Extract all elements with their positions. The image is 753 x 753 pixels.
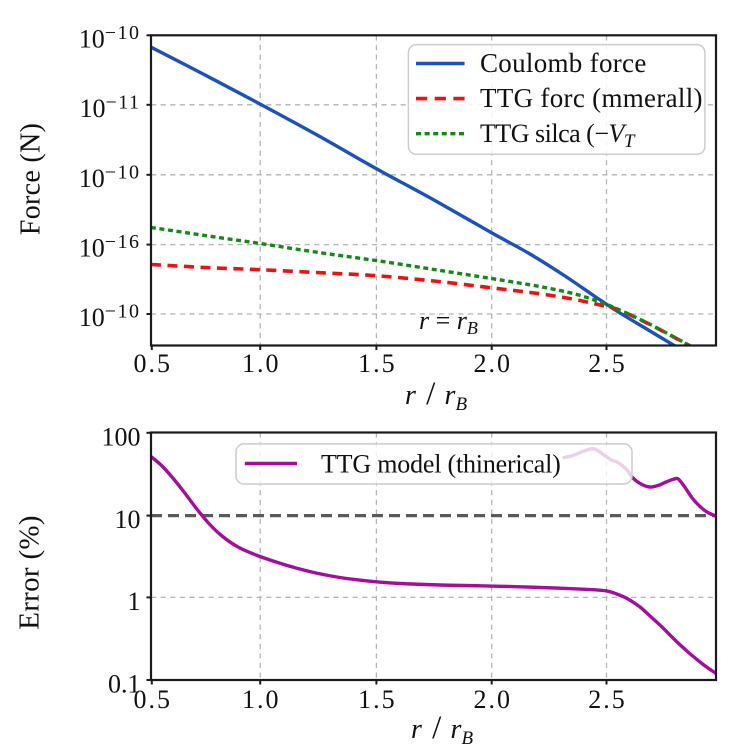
svg-text:1.5: 1.5 [358, 685, 397, 714]
svg-text:TTG model (thinerical): TTG model (thinerical) [321, 450, 561, 479]
svg-text:1.0: 1.0 [242, 349, 281, 378]
svg-text:Coulomb force: Coulomb force [480, 48, 647, 78]
svg-text:Force (N): Force (N) [16, 123, 47, 235]
svg-text:10−10: 10−10 [79, 301, 141, 333]
svg-text:r / rB: r / rB [405, 376, 467, 415]
svg-text:10−11: 10−11 [79, 91, 140, 123]
svg-text:1.0: 1.0 [242, 685, 281, 714]
svg-text:r = rB: r = rB [419, 306, 478, 338]
svg-text:0.5: 0.5 [134, 349, 173, 378]
svg-text:2.5: 2.5 [588, 349, 627, 378]
svg-text:100: 100 [102, 422, 141, 451]
svg-text:Error (%): Error (%) [14, 515, 46, 630]
svg-text:10: 10 [115, 505, 141, 534]
svg-text:2.0: 2.0 [473, 349, 512, 378]
svg-text:2.0: 2.0 [473, 685, 512, 714]
svg-text:0.1: 0.1 [108, 670, 141, 699]
svg-text:TTG forc (mmerall): TTG forc (mmerall) [480, 83, 703, 113]
svg-text:1: 1 [128, 587, 141, 616]
svg-text:1.5: 1.5 [358, 349, 397, 378]
svg-text:10−10: 10−10 [79, 22, 141, 54]
svg-text:10−16: 10−16 [79, 231, 141, 263]
svg-text:0.5: 0.5 [134, 685, 173, 714]
svg-text:2.5: 2.5 [588, 685, 627, 714]
svg-text:10−10: 10−10 [79, 161, 141, 193]
svg-text:TTG silca (−VT: TTG silca (−VT [480, 119, 636, 152]
